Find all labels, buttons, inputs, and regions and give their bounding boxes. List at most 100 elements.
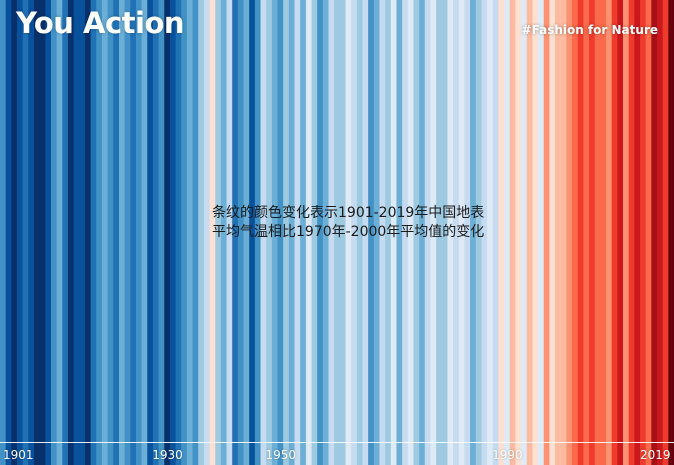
- x-axis-line: [0, 442, 674, 443]
- stripe-1939: [215, 0, 222, 465]
- stripe-1944: [243, 0, 250, 465]
- stripe-1929: [158, 0, 165, 465]
- stripe-1994: [526, 0, 534, 465]
- stripe-1960: [334, 0, 341, 465]
- stripe-1954: [300, 0, 307, 465]
- stripe-1959: [328, 0, 335, 465]
- stripe-1952: [288, 0, 296, 465]
- page-title: You Action: [16, 6, 185, 40]
- tick-label-1901: 1901: [3, 448, 34, 462]
- stripe-2017: [657, 0, 664, 465]
- stripe-1933: [181, 0, 188, 465]
- stripe-1989: [498, 0, 505, 465]
- stripe-1951: [283, 0, 290, 465]
- stripe-1969: [385, 0, 392, 465]
- stripe-1966: [368, 0, 375, 465]
- stripe-1911: [56, 0, 63, 465]
- stripe-1950: [277, 0, 284, 465]
- caption-line-1: 条纹的颜色变化表示1901-2019年中国地表: [212, 205, 485, 221]
- stripe-1941: [226, 0, 233, 465]
- stripe-1982: [458, 0, 466, 465]
- stripe-2008: [606, 0, 613, 465]
- stripe-1904: [16, 0, 24, 465]
- stripe-1946: [254, 0, 262, 465]
- stripe-2005: [589, 0, 596, 465]
- stripe-1965: [362, 0, 369, 465]
- stripe-2003: [577, 0, 584, 465]
- stripe-1947: [260, 0, 267, 465]
- tick-label-1990: 1990: [492, 448, 523, 462]
- stripe-1914: [73, 0, 80, 465]
- stripe-1953: [294, 0, 301, 465]
- stripe-1961: [339, 0, 347, 465]
- stripe-2014: [640, 0, 647, 465]
- stripe-2002: [572, 0, 579, 465]
- stripe-1978: [436, 0, 443, 465]
- stripe-1977: [430, 0, 437, 465]
- stripe-1995: [532, 0, 539, 465]
- stripe-1930: [164, 0, 171, 465]
- tick-label-1950: 1950: [265, 448, 297, 462]
- tick-label-1930: 1930: [152, 448, 183, 462]
- stripe-1986: [481, 0, 488, 465]
- stripe-1916: [84, 0, 92, 465]
- stripe-1999: [555, 0, 562, 465]
- stripe-1968: [379, 0, 386, 465]
- stripe-1937: [203, 0, 211, 465]
- tick-label-2019: 2019: [640, 448, 671, 462]
- stripe-1924: [130, 0, 137, 465]
- stripe-1907: [33, 0, 41, 465]
- stripe-1997: [543, 0, 550, 465]
- stripe-1943: [237, 0, 245, 465]
- stripe-1987: [487, 0, 494, 465]
- stripe-1976: [424, 0, 432, 465]
- stripe-1971: [396, 0, 403, 465]
- stripe-1927: [147, 0, 154, 465]
- stripe-1949: [271, 0, 279, 465]
- stripe-2012: [628, 0, 635, 465]
- stripe-1979: [441, 0, 449, 465]
- stripe-1913: [67, 0, 75, 465]
- stripe-1980: [447, 0, 454, 465]
- stripe-1958: [322, 0, 330, 465]
- stripe-1970: [390, 0, 398, 465]
- stripe-1936: [198, 0, 205, 465]
- stripe-1998: [549, 0, 556, 465]
- stripe-1967: [373, 0, 381, 465]
- stripe-1912: [62, 0, 69, 465]
- stripe-2015: [645, 0, 652, 465]
- stripe-1921: [113, 0, 120, 465]
- stripe-1956: [311, 0, 318, 465]
- stripe-1918: [96, 0, 103, 465]
- stripe-2006: [594, 0, 601, 465]
- stripe-1938: [209, 0, 216, 465]
- stripe-1988: [492, 0, 500, 465]
- stripe-2019: [668, 0, 674, 465]
- stripe-1903: [11, 0, 18, 465]
- stripe-1922: [118, 0, 126, 465]
- stripe-1991: [509, 0, 517, 465]
- stripe-1926: [141, 0, 148, 465]
- stripe-1919: [101, 0, 109, 465]
- stripe-1940: [220, 0, 228, 465]
- stripe-1908: [39, 0, 46, 465]
- stripe-1931: [169, 0, 177, 465]
- stripe-1928: [152, 0, 160, 465]
- stripe-1942: [232, 0, 239, 465]
- stripe-1972: [402, 0, 409, 465]
- stripe-1993: [521, 0, 528, 465]
- stripe-1963: [351, 0, 358, 465]
- stripe-1909: [45, 0, 52, 465]
- stripe-1985: [475, 0, 483, 465]
- stripe-1923: [124, 0, 131, 465]
- stripe-2010: [617, 0, 624, 465]
- stripe-1901: [0, 0, 7, 465]
- stripe-1957: [317, 0, 324, 465]
- stripe-1974: [413, 0, 420, 465]
- stripe-1934: [186, 0, 194, 465]
- hashtag-label: #Fashion for Nature: [521, 23, 658, 37]
- stripe-1915: [79, 0, 86, 465]
- chart-caption: 条纹的颜色变化表示1901-2019年中国地表 平均气温相比1970年-2000…: [212, 204, 484, 242]
